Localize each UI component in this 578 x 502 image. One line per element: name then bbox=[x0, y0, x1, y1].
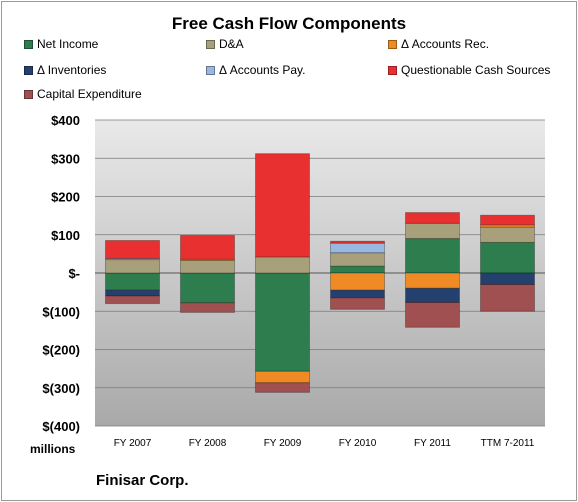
legend-label: Questionable Cash Sources bbox=[401, 63, 551, 77]
bar-segment bbox=[480, 214, 535, 226]
legend-item: Δ Accounts Pay. bbox=[206, 63, 306, 77]
x-tick-label: FY 2010 bbox=[339, 438, 377, 449]
bar-segment bbox=[180, 272, 235, 304]
y-tick-label: $(400) bbox=[42, 419, 80, 434]
legend-label: Δ Inventories bbox=[37, 63, 107, 77]
bar-segment bbox=[480, 226, 535, 243]
y-tick-label: $300 bbox=[51, 151, 80, 166]
legend-item: Net Income bbox=[24, 37, 98, 51]
bar-segment bbox=[480, 241, 535, 274]
bar-segment bbox=[105, 259, 160, 274]
bar-segment bbox=[330, 240, 385, 244]
legend-label: Net Income bbox=[37, 37, 99, 51]
bar-segment bbox=[405, 272, 460, 289]
bar-segment bbox=[105, 295, 160, 305]
legend: Net Income D&A Δ Accounts Rec. Δ Inventorie… bbox=[0, 0, 578, 110]
bar-segment bbox=[105, 289, 160, 297]
bar-segment bbox=[330, 265, 385, 274]
legend-item: Capital Expenditure bbox=[24, 87, 142, 101]
legend-swatch bbox=[388, 65, 397, 75]
bar-segment bbox=[180, 235, 235, 260]
bar-segment bbox=[480, 272, 535, 285]
y-tick-label: $(100) bbox=[42, 304, 80, 319]
legend-item: Δ Accounts Rec. bbox=[388, 37, 489, 51]
legend-label: Capital Expenditure bbox=[37, 87, 142, 101]
bar-segment bbox=[405, 222, 460, 240]
legend-label: D&A bbox=[219, 37, 244, 51]
x-tick-label: FY 2011 bbox=[414, 438, 451, 449]
x-tick-label: FY 2008 bbox=[189, 438, 227, 449]
bar-segment bbox=[330, 272, 385, 291]
bar-segment bbox=[405, 301, 460, 328]
legend-swatch bbox=[206, 65, 215, 75]
y-tick-label: $(300) bbox=[42, 381, 80, 396]
bar-segment bbox=[405, 287, 460, 303]
bar-segment bbox=[330, 252, 385, 267]
y-tick-label: $200 bbox=[51, 190, 80, 205]
bar-segment bbox=[405, 212, 460, 224]
y-tick-label: $100 bbox=[51, 228, 80, 243]
bar-segment bbox=[255, 272, 310, 372]
bar-segment bbox=[105, 239, 160, 259]
y-tick-label: $(200) bbox=[42, 343, 80, 358]
bar-segment bbox=[105, 272, 160, 291]
bar-segment bbox=[405, 238, 460, 274]
legend-swatch bbox=[24, 39, 33, 49]
units-label: millions bbox=[30, 442, 76, 456]
bar-segment bbox=[255, 370, 310, 384]
legend-item: Δ Inventories bbox=[24, 63, 106, 77]
legend-label: Δ Accounts Pay. bbox=[219, 63, 306, 77]
x-tick-label: FY 2007 bbox=[114, 438, 152, 449]
bar-segment bbox=[480, 283, 535, 312]
bar-segment bbox=[180, 259, 235, 274]
y-tick-label: $400 bbox=[51, 113, 80, 128]
company-name: Finisar Corp. bbox=[96, 472, 189, 489]
bar-segment bbox=[330, 297, 385, 310]
legend-label: Δ Accounts Rec. bbox=[401, 37, 490, 51]
legend-swatch bbox=[206, 39, 215, 49]
legend-swatch bbox=[388, 39, 397, 49]
legend-item: D&A bbox=[206, 37, 244, 51]
y-tick-label: $- bbox=[68, 266, 80, 281]
bar-segment bbox=[180, 302, 235, 313]
bar-segment bbox=[255, 256, 310, 274]
chart-title: Free Cash Flow Components bbox=[171, 14, 407, 33]
x-tick-label: FY 2009 bbox=[264, 438, 302, 449]
legend-item: Questionable Cash Sources bbox=[388, 63, 550, 77]
bar-segment bbox=[255, 382, 310, 393]
legend-swatch bbox=[24, 89, 33, 99]
bar-segment bbox=[330, 289, 385, 299]
x-tick-label: TTM 7-2011 bbox=[481, 438, 535, 449]
bar-segment bbox=[255, 153, 310, 258]
legend-swatch bbox=[24, 65, 33, 75]
bar-segment bbox=[330, 242, 385, 254]
